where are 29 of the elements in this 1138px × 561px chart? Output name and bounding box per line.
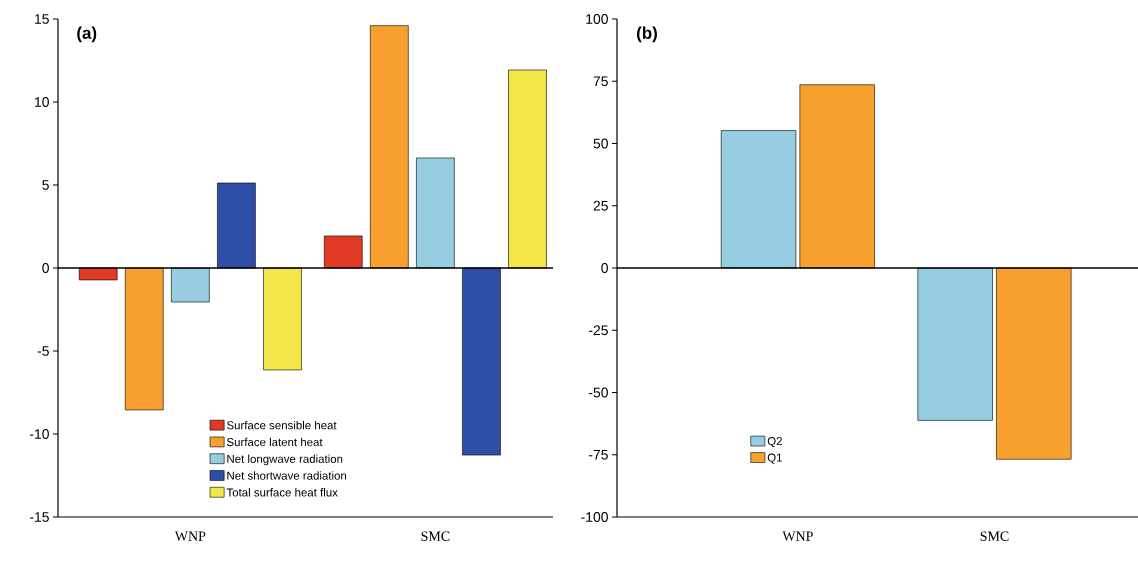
legend-label: Total surface heat flux (226, 488, 338, 497)
y-tick-label: 15 (35, 14, 49, 24)
y-tick-label: 10 (35, 97, 49, 107)
y-tick-label: 25 (593, 200, 608, 211)
x-tick-label: WNP (782, 531, 813, 541)
y-tick-label: 50 (593, 138, 608, 149)
x-tick-label: SMC (980, 531, 1009, 541)
y-tick-label: 75 (593, 76, 608, 87)
chart-title: (a) (77, 26, 97, 43)
y-tick-label: -50 (588, 387, 608, 398)
x-tick-label: WNP (174, 531, 206, 541)
legend-label: Q2 (767, 437, 782, 448)
y-tick-label: 100 (586, 14, 608, 24)
y-tick-label: -100 (581, 512, 608, 522)
y-tick-label: -10 (29, 429, 49, 439)
legend-label: Net longwave radiation (227, 454, 343, 466)
y-tick-label: -25 (588, 325, 608, 336)
y-tick-label: 0 (42, 263, 49, 273)
y-tick-label: 0 (601, 263, 608, 273)
legend-label: Surface latent heat (226, 437, 323, 447)
legend-label: Surface sensible heat (226, 420, 337, 430)
chart-title: (b) (637, 26, 657, 43)
legend-label: Q1 (767, 453, 782, 464)
y-tick-label: 5 (42, 180, 49, 190)
y-tick-label: -75 (588, 449, 608, 460)
legend-label: Net shortwave radiation (227, 471, 347, 480)
x-tick-label: SMC (421, 531, 450, 541)
y-tick-label: -15 (29, 512, 49, 522)
y-tick-label: -5 (37, 346, 49, 356)
